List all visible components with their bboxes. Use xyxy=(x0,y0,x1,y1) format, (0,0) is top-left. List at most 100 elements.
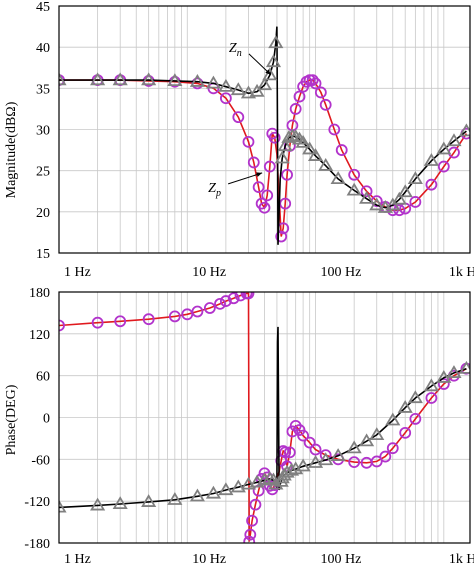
phase-zn-marker xyxy=(307,455,324,468)
magnitude-zn-marker xyxy=(268,35,284,49)
phase-zp-marker xyxy=(386,442,399,455)
phase-zp-marker xyxy=(379,450,392,463)
magnitude-zn-marker xyxy=(397,184,413,198)
phase-zp-marker xyxy=(437,378,450,390)
magnitude-annotation-n: Zn xyxy=(229,41,272,76)
magnitude-annotation-arrowhead xyxy=(256,172,263,177)
magnitude-zp-marker xyxy=(335,144,348,156)
magnitude-zn-marker xyxy=(262,67,278,81)
phase-plot-frame xyxy=(58,291,471,544)
magnitude-zn-marker xyxy=(436,141,452,155)
magnitude-zp-marker xyxy=(360,185,373,198)
phase-zp-marker xyxy=(297,429,310,442)
phase-zn-marker xyxy=(369,427,385,441)
phase-zn-marker xyxy=(436,369,452,383)
magnitude-zn-marker xyxy=(141,72,157,86)
magnitude-zn-marker xyxy=(265,54,282,68)
phase-zn-marker xyxy=(423,378,439,392)
phase-zn-marker xyxy=(240,476,257,490)
phase-panel: -180 -120 -60 0 60 120 180 1 Hz 10 Hz 100 Hz 1k Hz… xyxy=(4,286,474,567)
magnitude-zn-marker xyxy=(167,73,183,87)
phase-zp-marker xyxy=(425,392,438,404)
phase-zn-marker xyxy=(330,448,346,461)
phase-zp-marker xyxy=(279,446,292,459)
magnitude-ytick-label: 35 xyxy=(36,82,50,97)
phase-zn-marker xyxy=(112,496,128,510)
magnitude-zn-marker xyxy=(307,148,324,161)
phase-zp-marker xyxy=(214,297,226,310)
magnitude-grid xyxy=(59,6,470,253)
magnitude-zp-marker xyxy=(319,98,332,111)
magnitude-zn-marker xyxy=(318,157,334,171)
magnitude-zn-marker xyxy=(59,72,67,86)
magnitude-zp-marker xyxy=(268,131,281,144)
magnitude-zn-marker xyxy=(90,72,106,86)
phase-ytick-label: 0 xyxy=(43,412,50,427)
phase-zn-marker xyxy=(59,499,67,513)
phase-zn-marker xyxy=(256,472,273,486)
magnitude-zn-marker xyxy=(346,182,362,196)
magnitude-zn-marker xyxy=(423,153,439,166)
phase-zn-marker xyxy=(268,476,284,490)
phase-zn-marker xyxy=(230,479,246,493)
magnitude-zp-marker xyxy=(309,77,322,90)
phase-zp-marker xyxy=(203,302,216,314)
magnitude-ytick-label: 25 xyxy=(36,165,50,180)
phase-ytick-label: -120 xyxy=(24,495,50,510)
phase-ytick-label: -180 xyxy=(24,537,50,552)
magnitude-xtick-label: 1 Hz xyxy=(64,265,91,280)
magnitude-zn-marker xyxy=(330,171,346,185)
phase-zn-marker xyxy=(385,412,401,426)
magnitude-annotation-arrow xyxy=(228,172,263,185)
phase-grid xyxy=(59,292,470,543)
magnitude-ytick-label: 40 xyxy=(36,41,50,56)
magnitude-ytick-label: 30 xyxy=(36,124,50,139)
phase-xtick-label: 1k Hz xyxy=(449,552,474,567)
phase-zp-marker xyxy=(234,292,247,302)
phase-zp-marker xyxy=(246,514,258,527)
magnitude-zn-marker xyxy=(230,82,246,96)
phase-zn-marker xyxy=(141,494,157,507)
phase-series-zn xyxy=(59,326,470,513)
phase-zn-marker xyxy=(167,491,183,505)
magnitude-zn-marker xyxy=(205,75,222,89)
magnitude-zn-marker xyxy=(249,83,265,97)
phase-zp-marker xyxy=(348,456,361,469)
phase-zn-marker xyxy=(295,458,311,472)
phase-zp-marker xyxy=(191,305,204,318)
phase-zp-marker xyxy=(303,436,316,449)
magnitude-zp-marker xyxy=(306,74,319,86)
magnitude-annotation-label: Zp xyxy=(208,181,221,199)
phase-zp-marker xyxy=(168,310,181,323)
magnitude-zn-marker xyxy=(446,133,462,147)
magnitude-zp-marker xyxy=(219,92,232,105)
phase-zp-marker xyxy=(114,315,127,328)
phase-zn-marker xyxy=(205,485,222,499)
phase-ytick-label: 60 xyxy=(36,370,50,385)
magnitude-zp-marker xyxy=(409,196,422,208)
magnitude-zp-marker xyxy=(263,160,276,173)
phase-zn-marker xyxy=(446,365,462,378)
phase-zp-marker xyxy=(244,528,257,541)
magnitude-zn-marker xyxy=(112,72,128,86)
phase-zp-marker xyxy=(243,535,256,543)
magnitude-zp-marker xyxy=(252,181,265,194)
magnitude-zn-marker xyxy=(189,73,206,87)
magnitude-zn-marker xyxy=(302,141,318,155)
magnitude-zn-marker xyxy=(277,138,293,152)
magnitude-zn-marker xyxy=(295,134,311,148)
phase-zn-marker xyxy=(90,497,106,511)
magnitude-zp-marker xyxy=(258,201,271,214)
magnitude-zp-marker xyxy=(232,111,245,124)
magnitude-zn-marker xyxy=(256,77,273,91)
phase-xtick-label: 100 Hz xyxy=(321,552,362,567)
phase-ytick-label: -60 xyxy=(31,453,50,468)
phase-zn-marker xyxy=(189,488,206,502)
phase-zp-marker xyxy=(399,426,412,439)
magnitude-zp-marker xyxy=(289,103,302,115)
phase-zn-marker xyxy=(318,452,334,466)
magnitude-zp-marker xyxy=(242,135,255,148)
magnitude-series-zp xyxy=(59,74,470,243)
phase-zp-marker xyxy=(219,295,232,307)
